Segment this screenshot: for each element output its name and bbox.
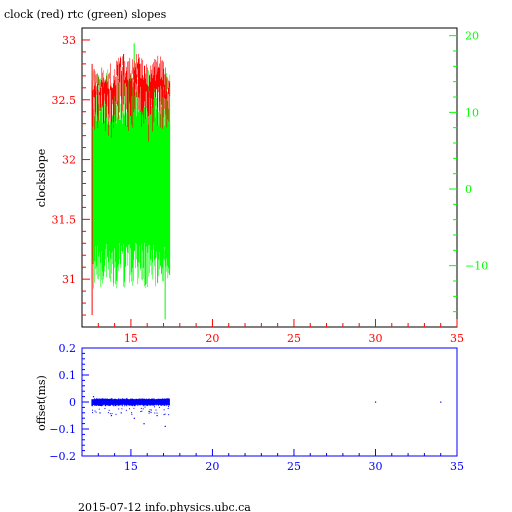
x-tick-label: 25 (287, 460, 301, 473)
offset-point (120, 412, 122, 414)
offset-point (133, 407, 135, 409)
x-tick-label: 15 (124, 460, 138, 473)
y-left-tick-label: 32 (62, 154, 76, 167)
offset-point (121, 408, 123, 410)
offset-point (164, 413, 166, 415)
offset-point (158, 406, 160, 408)
offset-point (111, 413, 113, 415)
offset-point (168, 414, 170, 416)
offset-point (95, 411, 97, 413)
offset-point (156, 412, 158, 414)
offset-point (155, 409, 157, 411)
y-right-tick-label: 20 (465, 30, 479, 43)
offset-point (142, 408, 144, 410)
y-left-tick-label: 33 (62, 34, 76, 47)
offset-point (144, 406, 146, 408)
offset-point (110, 415, 113, 417)
offset-point (94, 410, 96, 412)
y-right-tick-label: 0 (465, 183, 472, 196)
offset-point (104, 407, 106, 409)
y-left-tick-label: 32.5 (52, 94, 77, 107)
y-right-tick-label: 10 (465, 106, 479, 119)
offset-point (374, 401, 377, 403)
offset-point (140, 407, 142, 409)
x-tick-label: 20 (205, 332, 219, 345)
top-plot-axes: 15 20 25 30 35 31 31.5 32 32.5 33 −10 0 10 20 (52, 30, 489, 345)
chart-title: clock (red) rtc (green) slopes (4, 8, 167, 21)
offset-point (168, 406, 170, 408)
offset-point (150, 409, 152, 411)
offset-point (153, 406, 155, 408)
offset-point (92, 412, 94, 414)
x-tick-label: 35 (450, 332, 464, 345)
y-left-tick-label: 31 (62, 273, 76, 286)
y-tick-label: −0.1 (49, 423, 76, 436)
offset-point (149, 409, 151, 411)
x-tick-label: 35 (450, 460, 464, 473)
offset-point (163, 409, 165, 411)
top-panel: 15 20 25 30 35 31 31.5 32 32.5 33 −10 0 10 20 clocksl… (35, 27, 489, 345)
offset-point (149, 411, 151, 413)
y-left-tick-label: 31.5 (52, 213, 77, 226)
bottom-plot-axes: 15 20 25 30 35 −0.2 −0.1 0 0.1 0.2 (49, 342, 464, 473)
x-tick-label: 15 (124, 332, 138, 345)
y-tick-label: 0.2 (59, 342, 77, 355)
bottom-y-axis-label: offset(ms) (35, 375, 48, 431)
offset-point (98, 408, 100, 410)
offset-point (131, 413, 133, 415)
offset-point (143, 423, 145, 425)
offset-point (150, 411, 152, 413)
offset-band (91, 398, 170, 407)
x-tick-label: 20 (205, 460, 219, 473)
offset-point (154, 412, 156, 414)
offset-point (91, 409, 93, 411)
offset-point (164, 425, 166, 427)
offset-point (118, 408, 120, 410)
x-tick-label: 25 (287, 332, 301, 345)
offset-point (133, 417, 135, 419)
y-right-tick-label: −10 (465, 260, 488, 273)
y-tick-label: 0 (69, 396, 76, 409)
offset-point (125, 409, 127, 411)
offset-point (163, 414, 165, 416)
offset-point (99, 412, 101, 414)
offset-point (115, 413, 117, 415)
top-plot-frame (81, 27, 458, 328)
footer-caption: 2015-07-12 info.physics.ubc.ca (78, 501, 251, 512)
offset-point (108, 409, 110, 411)
offset-point (167, 408, 169, 410)
x-tick-label: 30 (368, 460, 382, 473)
offset-point (131, 412, 133, 414)
offset-point (148, 410, 150, 412)
offset-point (107, 412, 109, 414)
offset-point (128, 408, 130, 410)
y-tick-label: −0.2 (49, 450, 76, 463)
top-y-axis-label: clockslope (35, 149, 48, 207)
bottom-panel: 15 20 25 30 35 −0.2 −0.1 0 0.1 0.2 offset(ms) (35, 342, 464, 473)
offset-point (140, 411, 142, 413)
offset-point (141, 410, 143, 412)
offset-point (440, 401, 442, 403)
offset-point (156, 415, 158, 417)
offset-point (92, 396, 95, 398)
x-tick-label: 30 (368, 332, 382, 345)
offset-point (109, 413, 111, 415)
offset-point (148, 412, 150, 414)
top-plot-series (91, 43, 171, 320)
y-tick-label: 0.1 (59, 369, 77, 382)
bottom-plot-series (91, 396, 442, 427)
